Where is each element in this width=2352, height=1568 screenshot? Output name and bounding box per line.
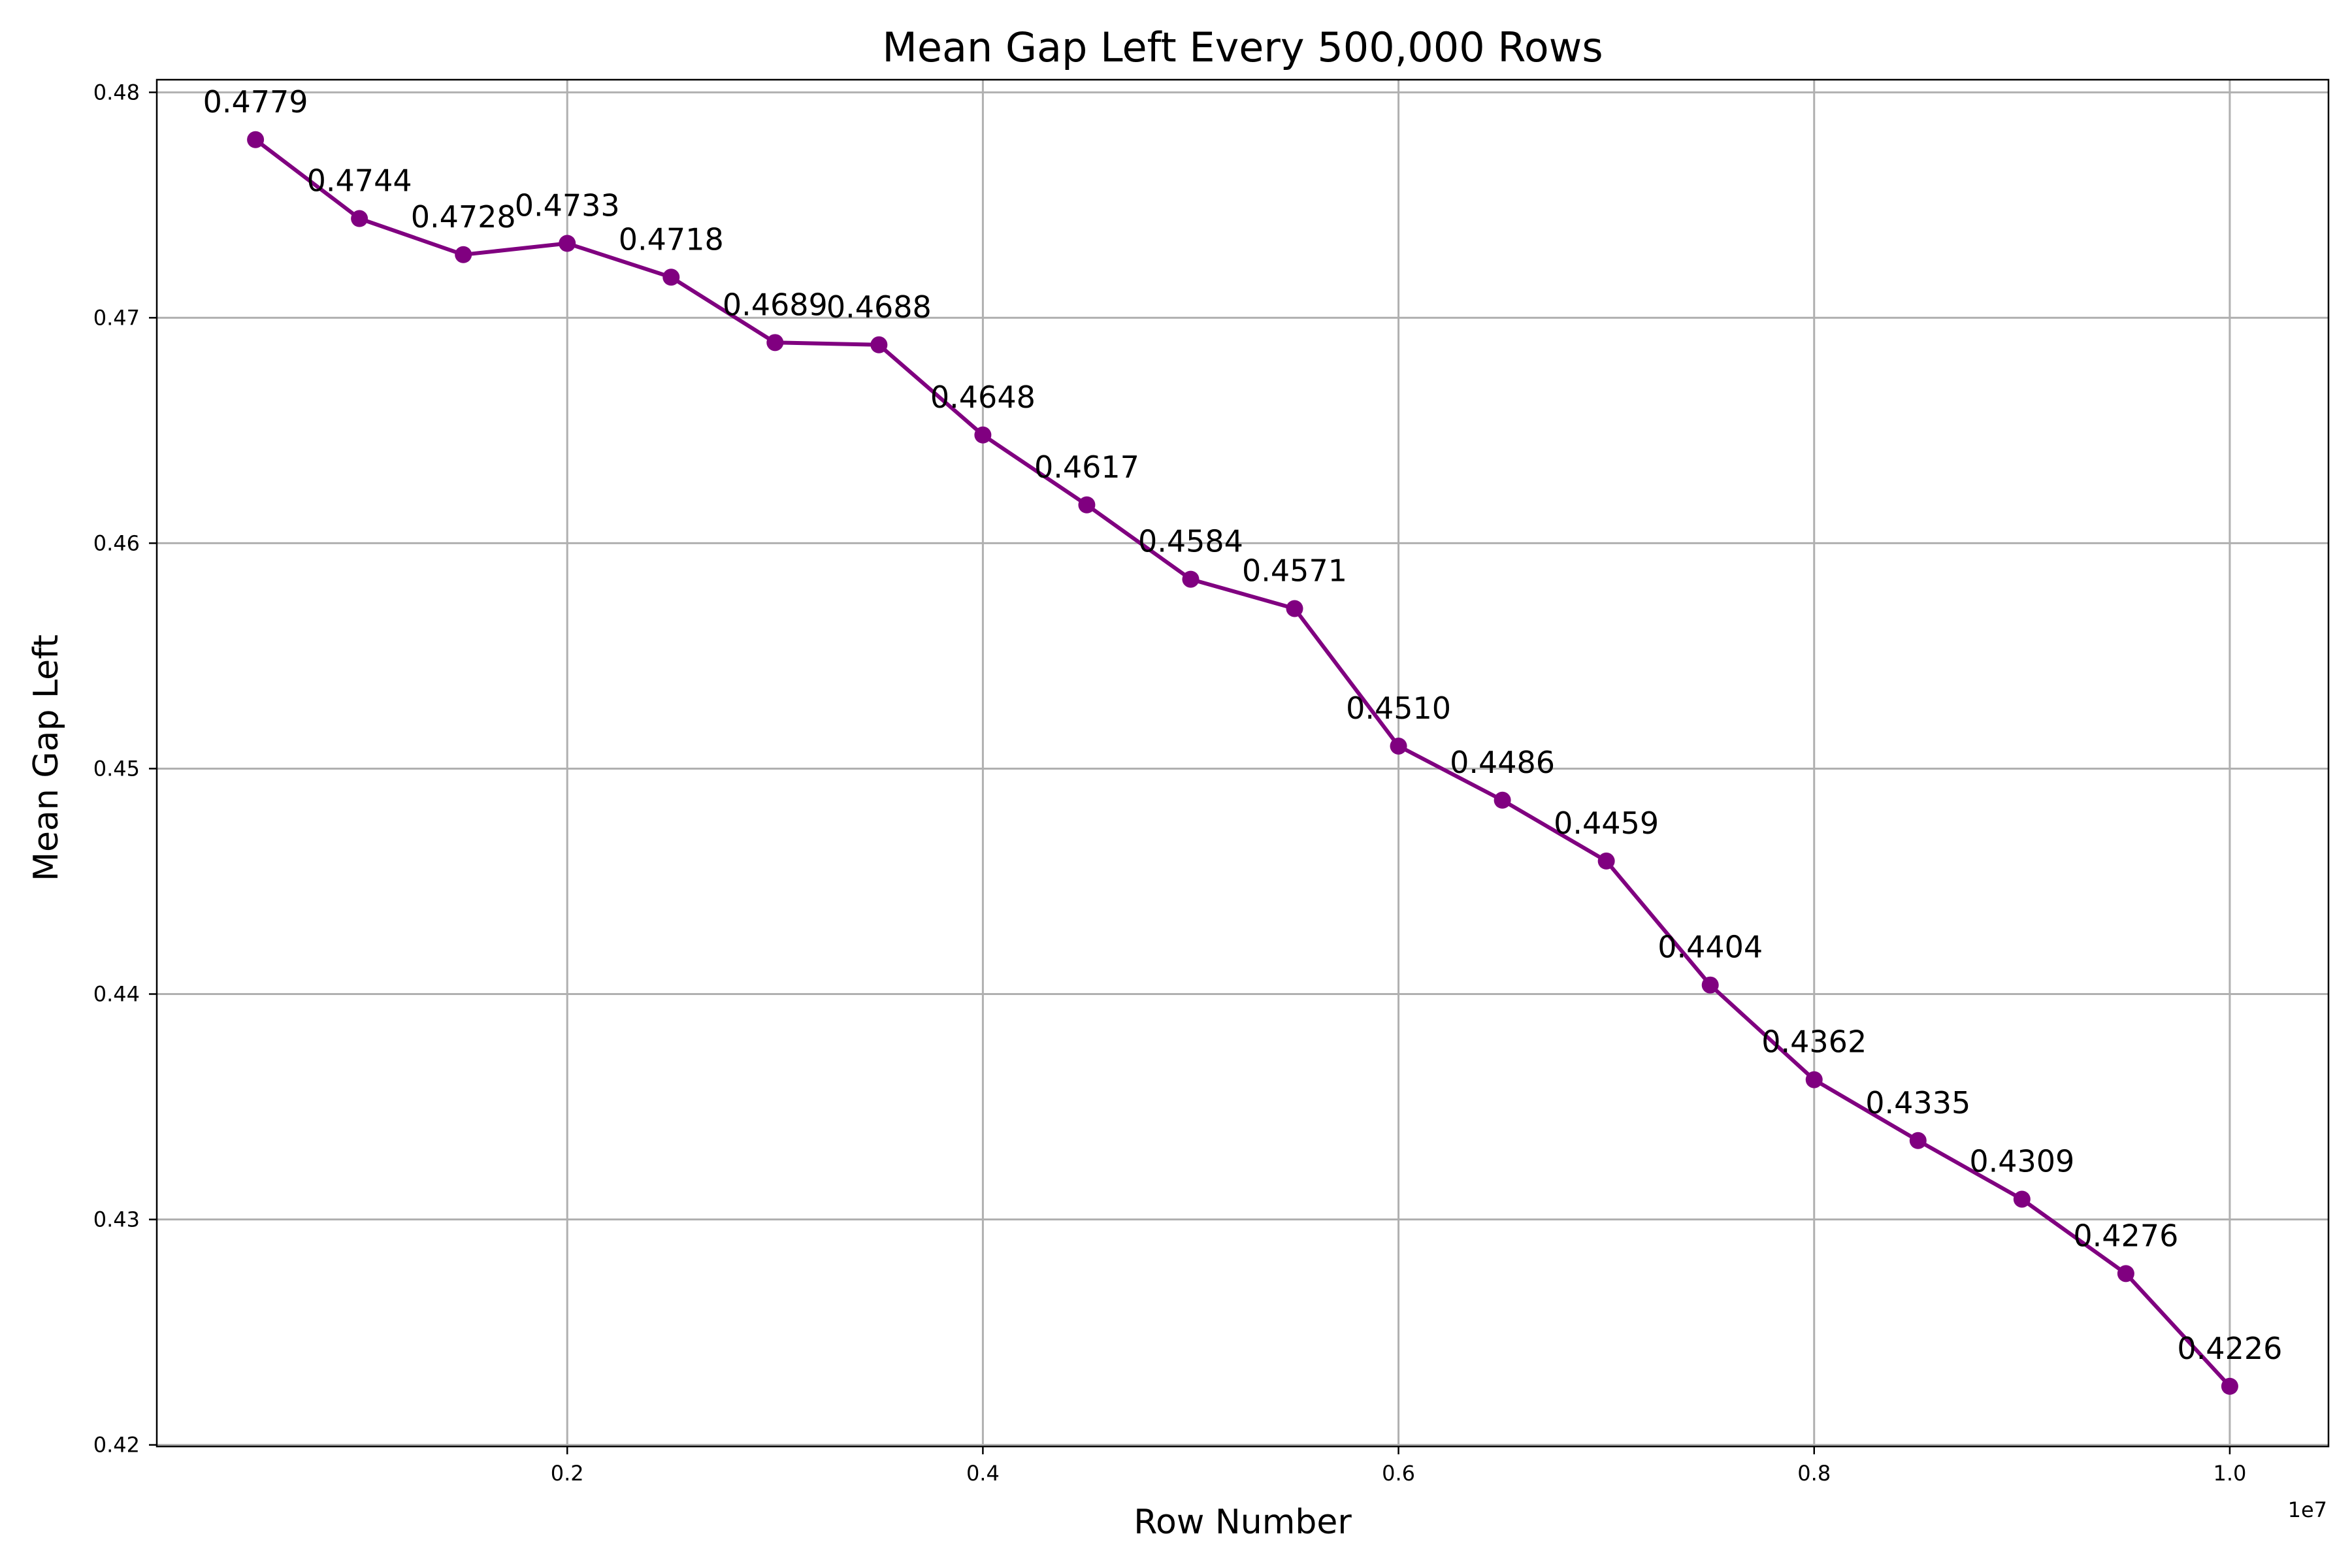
y-tick-label: 0.44 xyxy=(93,981,140,1006)
data-label: 0.4779 xyxy=(203,84,308,120)
y-tick-label: 0.47 xyxy=(93,305,140,330)
data-label: 0.4571 xyxy=(1242,553,1347,588)
y-tick-label: 0.43 xyxy=(93,1207,140,1232)
data-label: 0.4733 xyxy=(515,188,620,223)
data-label: 0.4404 xyxy=(1658,930,1763,965)
data-label: 0.4688 xyxy=(826,289,932,325)
data-point xyxy=(974,426,992,444)
data-point xyxy=(1390,737,1407,755)
x-tick-label: 0.4 xyxy=(966,1461,1000,1486)
y-axis-title: Mean Gap Left xyxy=(27,634,66,881)
axis-ticks: 0.2 0.4 0.6 0.8 1.0 0.42 0.43 0.44 0.45 0.46 0.47 0… xyxy=(93,80,2247,1486)
data-point xyxy=(662,269,680,286)
data-series xyxy=(247,131,2238,1395)
x-tick-label: 0.6 xyxy=(1382,1461,1415,1486)
x-axis-title: Row Number xyxy=(1134,1503,1352,1542)
data-label: 0.4744 xyxy=(307,163,412,199)
y-tick-label: 0.48 xyxy=(93,80,140,105)
data-point xyxy=(1494,791,1511,809)
data-label: 0.4617 xyxy=(1034,449,1139,485)
data-label: 0.4335 xyxy=(1865,1085,1970,1120)
data-point xyxy=(1805,1071,1823,1088)
data-labels: 0.47790.47440.47280.47330.47180.46890.46… xyxy=(203,84,2283,1366)
plot-frame xyxy=(155,78,2330,1448)
data-point xyxy=(559,235,576,252)
data-point xyxy=(1182,570,1200,588)
data-label: 0.4309 xyxy=(1969,1143,2074,1179)
data-point xyxy=(870,336,888,353)
data-point xyxy=(455,246,472,263)
x-tick-label: 0.2 xyxy=(551,1461,584,1486)
data-point xyxy=(1286,600,1303,617)
y-tick-label: 0.42 xyxy=(93,1433,140,1458)
data-point xyxy=(2221,1377,2238,1395)
grid xyxy=(157,80,2328,1446)
data-label: 0.4276 xyxy=(2073,1218,2178,1253)
data-label: 0.4486 xyxy=(1450,745,1555,780)
data-point xyxy=(2117,1265,2134,1282)
y-tick-label: 0.46 xyxy=(93,531,140,555)
data-point xyxy=(1597,852,1615,870)
data-point xyxy=(1909,1132,1927,1149)
data-point xyxy=(1078,496,1096,514)
chart-title: Mean Gap Left Every 500,000 Rows xyxy=(882,24,1603,71)
data-label: 0.4648 xyxy=(930,380,1036,415)
data-label: 0.4689 xyxy=(723,287,828,322)
data-label: 0.4459 xyxy=(1554,806,1659,841)
x-tick-label: 1.0 xyxy=(2213,1461,2246,1486)
data-label: 0.4362 xyxy=(1761,1024,1867,1060)
data-point xyxy=(351,210,368,227)
data-label: 0.4226 xyxy=(2177,1331,2282,1366)
data-point xyxy=(1701,976,1719,994)
y-tick-label: 0.45 xyxy=(93,756,140,781)
x-tick-label: 0.8 xyxy=(1797,1461,1831,1486)
data-label: 0.4584 xyxy=(1138,524,1243,559)
x-axis-offset-label: 1e7 xyxy=(2288,1497,2327,1522)
series-line xyxy=(254,138,2232,1388)
data-point xyxy=(247,131,265,148)
data-point xyxy=(766,334,784,351)
data-label: 0.4718 xyxy=(619,221,724,257)
data-point xyxy=(2013,1190,2031,1208)
data-label: 0.4728 xyxy=(411,199,516,235)
data-label: 0.4510 xyxy=(1346,691,1451,726)
